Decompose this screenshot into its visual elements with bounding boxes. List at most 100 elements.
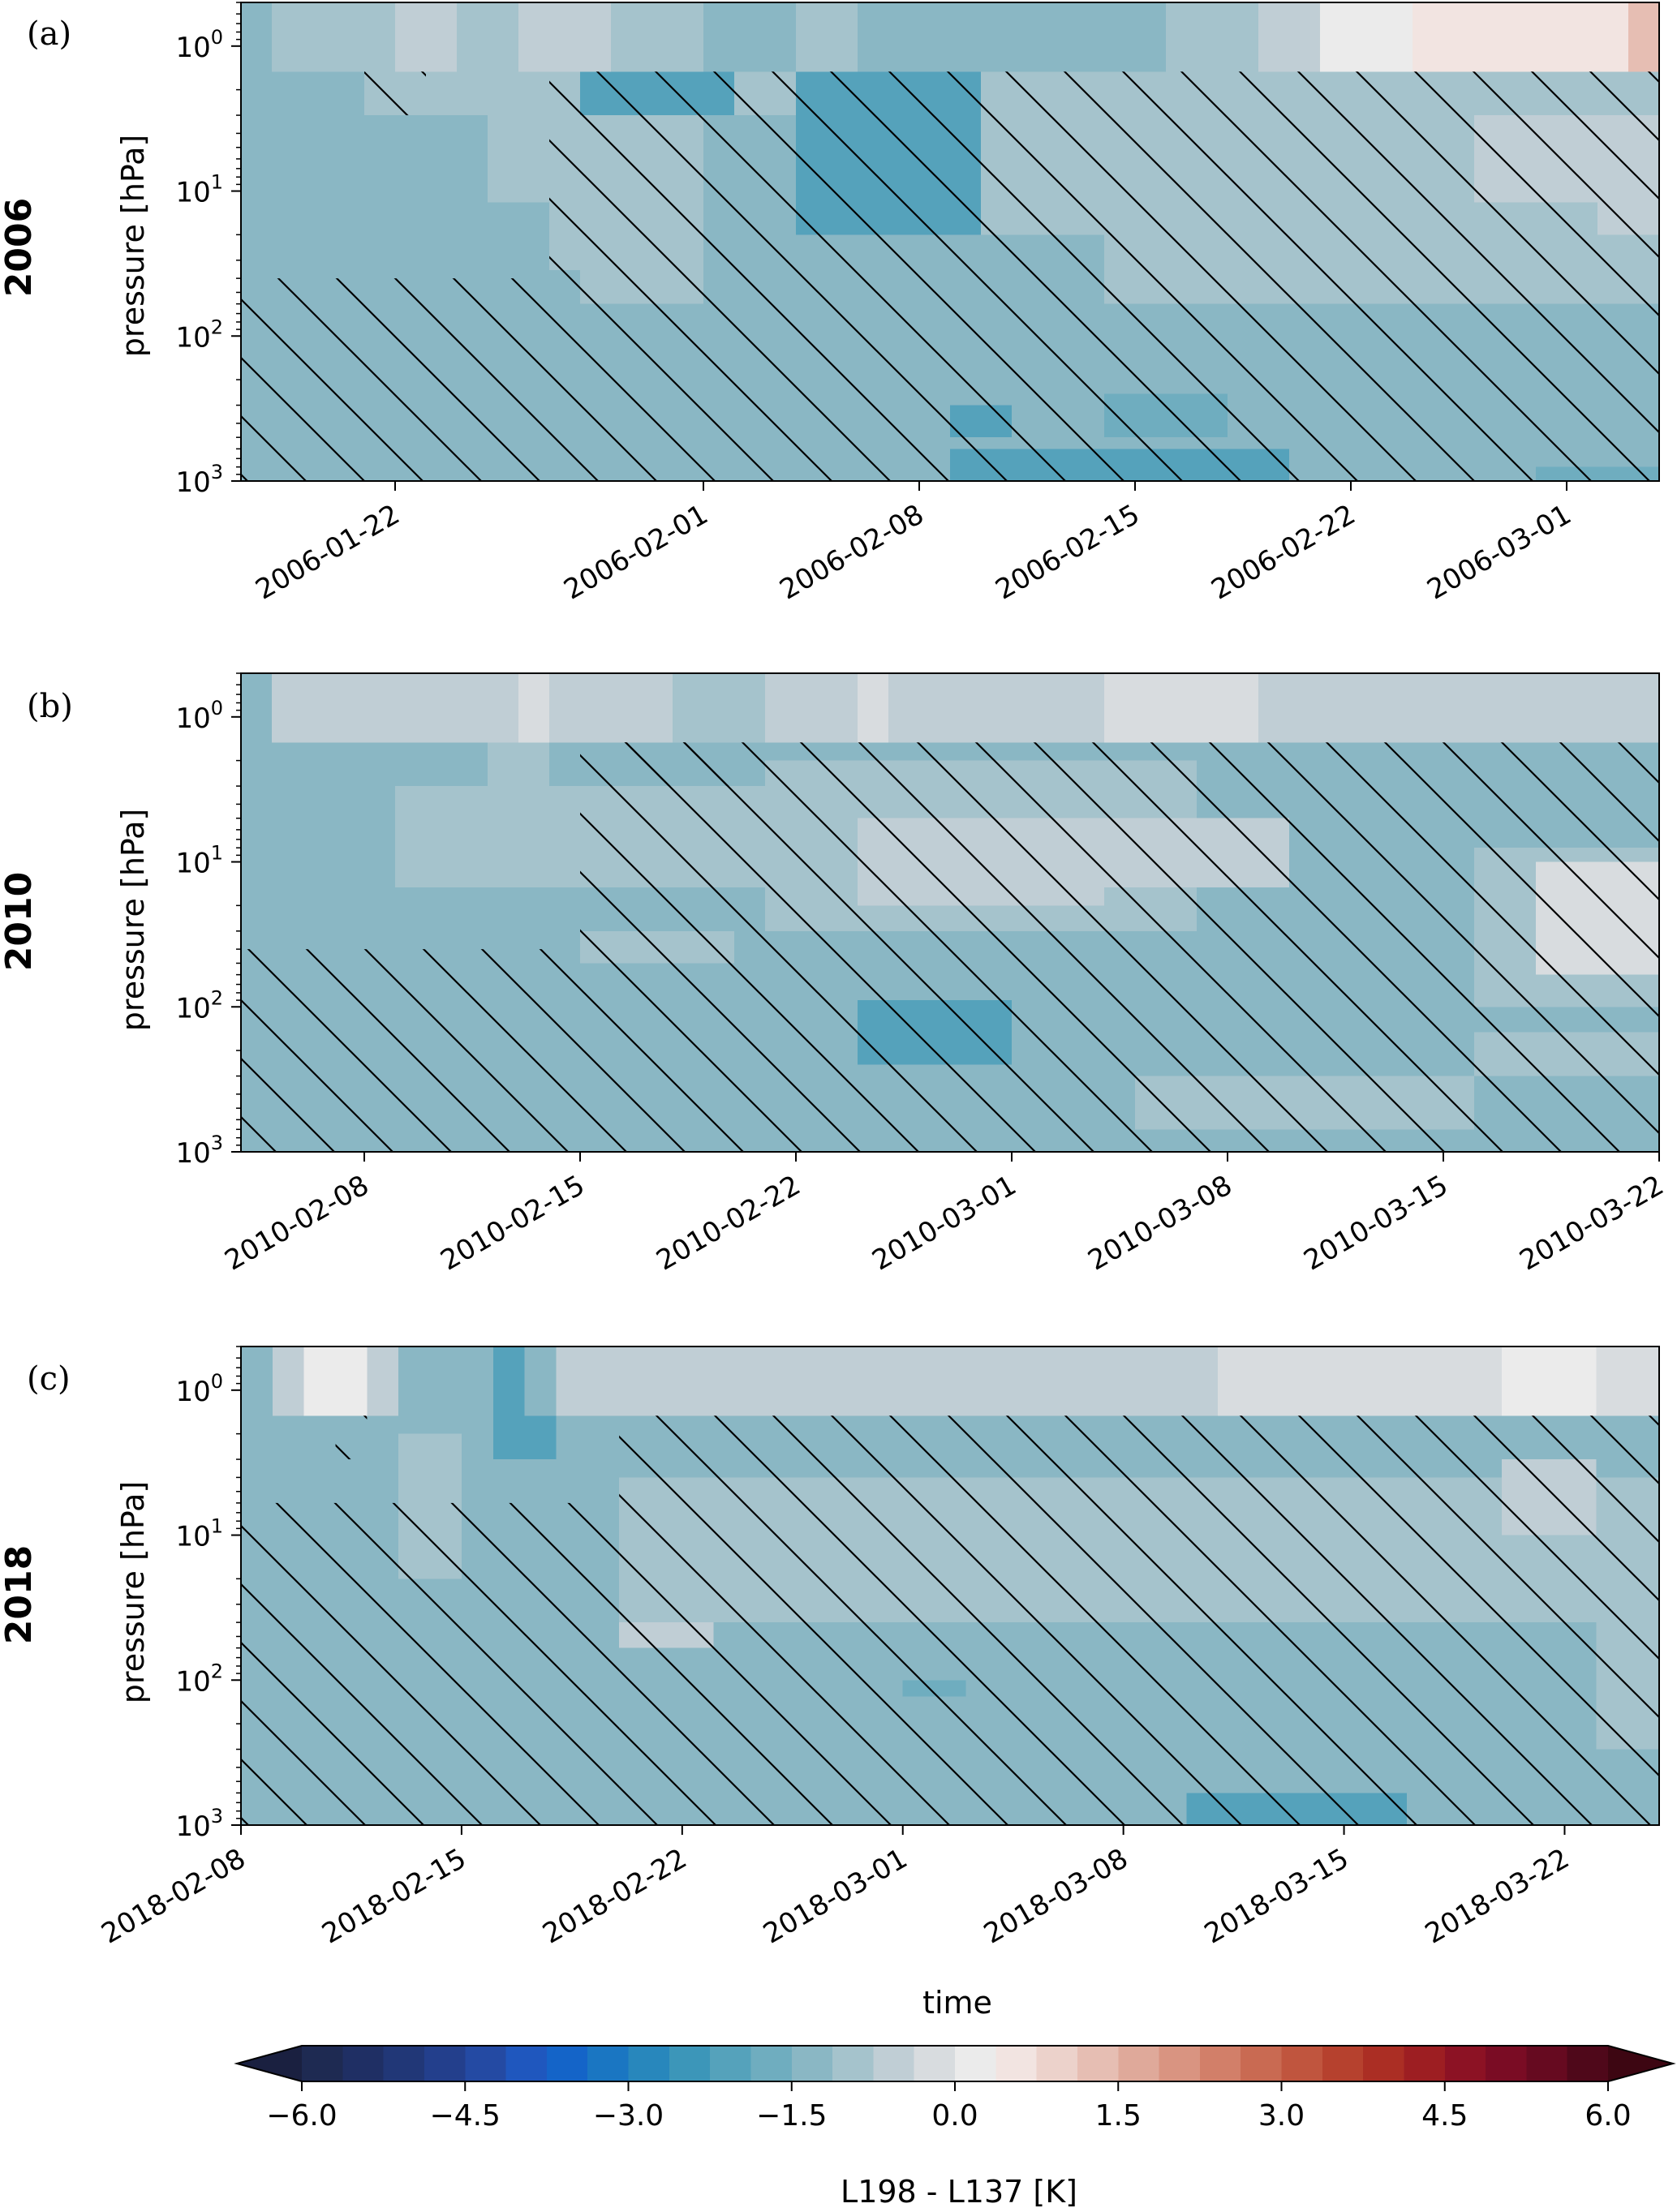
significance-hatch bbox=[241, 278, 549, 481]
colorbar-tick-label: −1.5 bbox=[756, 2099, 827, 2133]
significance-hatch bbox=[364, 71, 426, 116]
colorbar: L198 - L137 [K] −6.0 −4.5 −3.0 −1.5 0.0 1.5 3.… bbox=[234, 2045, 1676, 2210]
panel-label: (a) bbox=[27, 15, 71, 53]
colorbar-segment bbox=[995, 2046, 1038, 2081]
x-tick-label: 2010-03-22 bbox=[1514, 1169, 1669, 1277]
colorbar-segment bbox=[1159, 2046, 1201, 2081]
y-tick-label: 101 bbox=[175, 842, 223, 880]
heatmap-cell bbox=[492, 1415, 557, 1460]
plot-area bbox=[241, 673, 1659, 1152]
plot-area bbox=[241, 2, 1659, 481]
x-tick-label: 2006-01-22 bbox=[250, 498, 405, 606]
y-tick-label: 101 bbox=[175, 171, 223, 209]
colorbar-segment bbox=[1567, 2046, 1609, 2081]
y-tick-label: 102 bbox=[175, 1660, 223, 1698]
colorbar-segment bbox=[465, 2046, 507, 2081]
axes-frame bbox=[240, 672, 1660, 1153]
panel-label: (b) bbox=[27, 688, 73, 725]
colorbar-segment bbox=[546, 2046, 588, 2081]
colorbar-segment bbox=[669, 2046, 711, 2081]
colorbar-segment bbox=[302, 2046, 343, 2081]
heatmap-cell bbox=[858, 2, 981, 72]
y-tick-label: 103 bbox=[175, 1132, 223, 1170]
colorbar-segment bbox=[587, 2046, 630, 2081]
heatmap-cell bbox=[1166, 2, 1258, 72]
x-axis-label: time bbox=[922, 1985, 992, 2021]
x-tick-label: 2018-02-22 bbox=[537, 1842, 692, 1950]
heatmap-cell bbox=[1104, 673, 1258, 743]
x-tick-label: 2006-02-08 bbox=[774, 498, 929, 606]
axes-frame bbox=[240, 2, 1660, 482]
panel-label: (c) bbox=[27, 1360, 71, 1398]
heatmap-cell bbox=[241, 1347, 273, 1416]
heatmap-cell bbox=[303, 673, 395, 743]
heatmap-cell bbox=[1320, 2, 1413, 72]
panel-2006: (a) 2006 pressure [hPa] 100 101 102 103 2006… bbox=[0, 2, 1660, 607]
heatmap-cell bbox=[840, 1347, 1219, 1416]
colorbar-segment bbox=[1036, 2046, 1078, 2081]
significance-hatch bbox=[335, 1415, 368, 1460]
colorbar-segment bbox=[342, 2046, 385, 2081]
colorbar-tick-label: 6.0 bbox=[1585, 2099, 1631, 2133]
colorbar-segment bbox=[1444, 2046, 1486, 2081]
heatmap-cell bbox=[518, 673, 549, 743]
heatmap-cell bbox=[587, 1347, 841, 1416]
colorbar-segment bbox=[1363, 2046, 1405, 2081]
heatmap-cell bbox=[1258, 2, 1320, 72]
heatmap-cell bbox=[395, 2, 457, 72]
colorbar-segment bbox=[1241, 2046, 1283, 2081]
significance-hatch bbox=[241, 1502, 620, 1825]
heatmap-cell bbox=[241, 673, 272, 743]
heatmap-cell bbox=[858, 673, 888, 743]
y-tick-label: 102 bbox=[175, 986, 223, 1024]
colorbar-segment bbox=[1281, 2046, 1323, 2081]
colorbar-segment bbox=[873, 2046, 915, 2081]
significance-hatch bbox=[619, 1415, 1659, 1825]
x-tick-label: 2018-03-15 bbox=[1199, 1842, 1354, 1950]
heatmap-cell bbox=[673, 673, 765, 743]
heatmap-cell bbox=[492, 1347, 525, 1416]
y-axis-label: pressure [hPa] bbox=[115, 135, 151, 357]
colorbar-tick-label: 4.5 bbox=[1421, 2099, 1468, 2133]
colorbar-segment bbox=[1118, 2046, 1160, 2081]
colorbar-segment bbox=[791, 2046, 833, 2081]
colorbar-tick-label: −4.5 bbox=[430, 2099, 501, 2133]
y-tick-label: 103 bbox=[175, 1805, 223, 1843]
year-label: 2006 bbox=[0, 198, 40, 297]
colorbar-segment bbox=[1486, 2046, 1527, 2081]
heatmap-cell bbox=[488, 742, 549, 787]
year-label: 2018 bbox=[0, 1545, 40, 1644]
colorbar-tick-label: 1.5 bbox=[1095, 2099, 1142, 2133]
y-axis-label: pressure [hPa] bbox=[115, 809, 151, 1031]
colorbar-tick-label: 3.0 bbox=[1258, 2099, 1305, 2133]
colorbar-segment bbox=[1322, 2046, 1364, 2081]
heatmap-cell bbox=[398, 1347, 557, 1416]
x-tick-label: 2018-03-22 bbox=[1420, 1842, 1575, 1950]
heatmap-cell bbox=[1501, 1347, 1597, 1416]
significance-hatch bbox=[580, 742, 1659, 1152]
y-tick-label: 100 bbox=[175, 26, 223, 64]
heatmap-cell bbox=[1218, 1347, 1659, 1416]
colorbar-segment bbox=[1077, 2046, 1119, 2081]
colorbar-segment bbox=[914, 2046, 956, 2081]
colorbar-segment bbox=[832, 2046, 874, 2081]
x-tick-label: 2018-03-01 bbox=[758, 1842, 913, 1950]
colorbar-extend-low bbox=[237, 2046, 302, 2081]
colorbar-label: L198 - L137 [K] bbox=[841, 2174, 1077, 2210]
x-tick-label: 2010-03-15 bbox=[1298, 1169, 1453, 1277]
colorbar-extend-high bbox=[1608, 2046, 1673, 2081]
y-tick-label: 101 bbox=[175, 1515, 223, 1553]
colorbar-segment bbox=[1526, 2046, 1568, 2081]
y-tick-label: 103 bbox=[175, 461, 223, 499]
heatmap-cell bbox=[303, 1347, 368, 1416]
colorbar-segment bbox=[710, 2046, 752, 2081]
heatmap-cell bbox=[703, 2, 796, 72]
x-tick-label: 2010-03-08 bbox=[1082, 1169, 1237, 1277]
panel-2018: (c) 2018 pressure [hPa] time 100 101 102 10… bbox=[0, 1346, 1660, 2021]
axes-frame bbox=[240, 1346, 1660, 1826]
colorbar-segment bbox=[955, 2046, 996, 2081]
x-tick-label: 2018-03-08 bbox=[978, 1842, 1133, 1950]
panel-2010: (b) 2010 pressure [hPa] 1001011021032010… bbox=[0, 672, 1670, 1278]
heatmap-cell bbox=[1628, 2, 1659, 72]
